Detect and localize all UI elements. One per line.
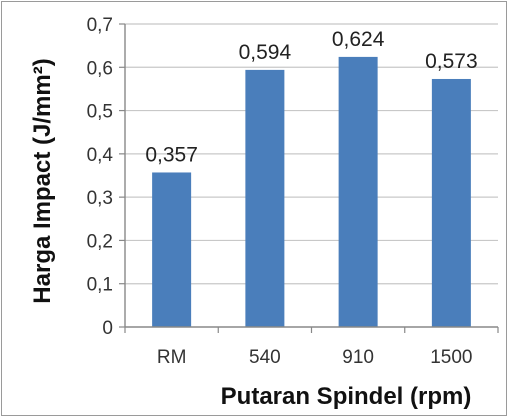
bars bbox=[152, 56, 471, 327]
bar-1500 bbox=[431, 78, 471, 327]
y-tick-label: 0,3 bbox=[87, 188, 113, 209]
y-tick-label: 0,6 bbox=[87, 58, 113, 79]
x-tick-label: 1500 bbox=[430, 347, 472, 368]
data-label: 0,573 bbox=[425, 50, 478, 73]
data-label: 0,624 bbox=[332, 28, 385, 51]
x-tick-label: RM bbox=[157, 347, 187, 368]
bar-rm bbox=[152, 172, 192, 327]
x-tick-label: 910 bbox=[342, 347, 374, 368]
data-label: 0,357 bbox=[145, 143, 198, 166]
y-tick-label: 0 bbox=[102, 318, 113, 339]
axes bbox=[119, 23, 499, 333]
y-tick-label: 0,2 bbox=[87, 231, 113, 252]
y-axis-title: Harga Impact (J/mm²) bbox=[29, 58, 56, 303]
y-tick-label: 0,1 bbox=[87, 275, 113, 296]
bar-910 bbox=[338, 56, 378, 327]
data-label: 0,594 bbox=[239, 41, 292, 64]
bar-540 bbox=[245, 69, 285, 327]
data-labels: 0,357 0,594 0,624 0,573 bbox=[145, 28, 477, 167]
y-tick-label: 0,5 bbox=[87, 102, 113, 123]
y-tick-labels: 0 0,1 0,2 0,3 0,4 0,5 0,6 0,7 bbox=[87, 15, 114, 339]
y-tick-label: 0,7 bbox=[87, 15, 113, 36]
x-axis-title: Putaran Spindel (rpm) bbox=[221, 383, 472, 410]
x-tick-label: 540 bbox=[249, 347, 281, 368]
y-tick-label: 0,4 bbox=[87, 145, 114, 166]
x-tick-labels: RM 540 910 1500 bbox=[157, 347, 473, 368]
